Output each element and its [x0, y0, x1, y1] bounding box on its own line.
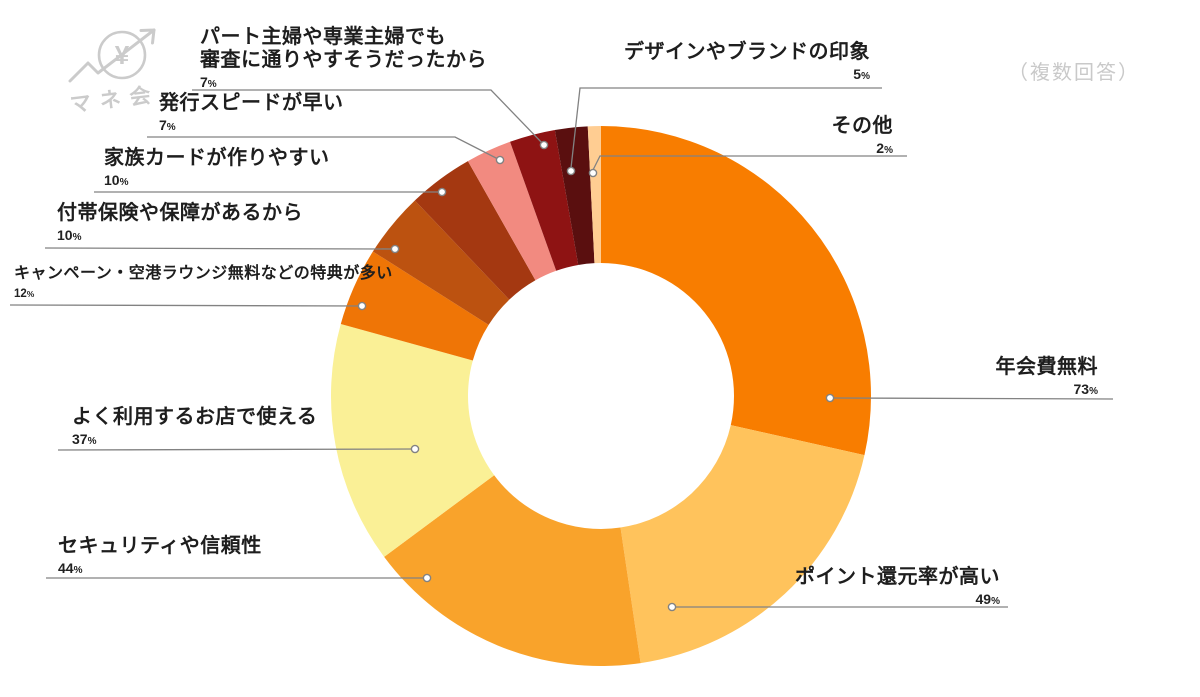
- leader-line-fast-issuance: [147, 136, 501, 161]
- pie-slice-usable-at-frequent-stores: [330, 323, 495, 557]
- marker-dot-design-brand-impression: [566, 166, 576, 176]
- pie-slice-fast-issuance: [467, 141, 557, 281]
- multiple-answers-note: （複数回答）: [1008, 62, 1140, 84]
- coin-trend-arrow-icon: ¥: [68, 28, 156, 83]
- maneka-logo: ¥ マネ会: [64, 26, 168, 119]
- marker-dot-usable-at-frequent-stores: [410, 444, 420, 454]
- pie-slice-easy-family-card: [414, 161, 536, 300]
- marker-dot-annual-fee-free: [825, 393, 835, 403]
- leader-line-easy-screening-housewife: [192, 89, 545, 146]
- marker-dot-easy-family-card: [437, 187, 447, 197]
- marker-dot-easy-screening-housewife: [539, 140, 549, 150]
- pie-slice-insurance-coverage: [372, 200, 510, 325]
- marker-dot-fast-issuance: [495, 155, 505, 165]
- pie-slice-annual-fee-free: [601, 126, 871, 456]
- leader-line-usable-at-frequent-stores: [57, 448, 416, 451]
- marker-dot-security-reliability: [422, 573, 432, 583]
- leader-line-insurance-coverage: [44, 247, 396, 250]
- marker-dot-campaign-lounge-perks: [357, 301, 367, 311]
- marker-dot-other: [588, 168, 598, 178]
- leader-line-annual-fee-free: [829, 397, 1114, 400]
- leader-line-campaign-lounge-perks: [9, 304, 363, 307]
- pie-slice-campaign-lounge-perks: [340, 251, 489, 361]
- leader-line-other: [592, 155, 907, 171]
- pie-slice-design-brand-impression: [554, 126, 595, 265]
- leader-line-design-brand-impression: [570, 87, 882, 169]
- marker-dot-insurance-coverage: [390, 244, 400, 254]
- marker-dot-high-point-reward: [667, 602, 677, 612]
- pie-slice-security-reliability: [384, 475, 641, 666]
- pie-slice-easy-screening-housewife: [510, 129, 579, 271]
- pie-slice-high-point-reward: [620, 425, 865, 664]
